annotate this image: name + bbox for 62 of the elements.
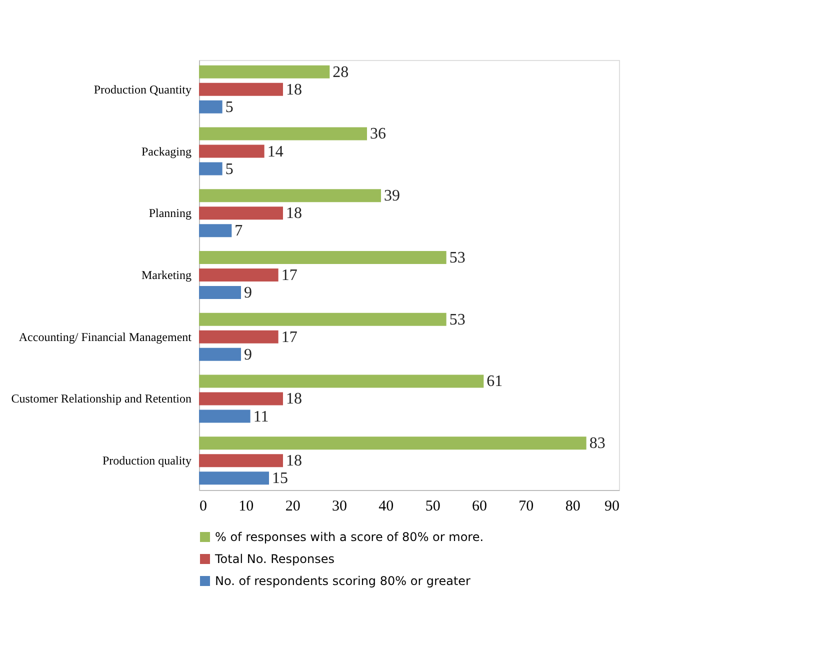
x-tick-label: 0 — [200, 498, 207, 514]
data-label: 9 — [244, 284, 252, 302]
data-label: 15 — [272, 470, 288, 488]
y-tick-label: Customer Relationship and Retention — [11, 392, 192, 406]
data-label: 36 — [370, 126, 386, 143]
bar — [199, 127, 367, 140]
data-label: 53 — [449, 311, 466, 328]
data-label: 11 — [253, 408, 269, 426]
y-tick-label: Planning — [148, 206, 192, 220]
bar — [199, 374, 484, 388]
data-label: 17 — [281, 328, 298, 346]
bar — [199, 65, 330, 78]
data-label: 18 — [286, 452, 302, 470]
data-label: 5 — [225, 98, 234, 116]
data-label: 14 — [267, 143, 284, 160]
bar — [199, 100, 222, 114]
legend-label: No. of respondents scoring 80% or greater — [215, 574, 471, 588]
data-label: 18 — [286, 390, 302, 408]
bar — [199, 144, 264, 158]
bar — [199, 392, 283, 406]
x-tick-label: 40 — [378, 498, 394, 514]
bar — [199, 410, 250, 423]
bar — [199, 82, 283, 96]
x-tick-label: 70 — [518, 498, 534, 514]
bar — [199, 162, 222, 176]
bar — [199, 189, 381, 202]
data-label: 28 — [332, 64, 349, 81]
y-tick-label: Accounting/ Financial Management — [18, 330, 192, 344]
y-tick-label: Packaging — [142, 144, 192, 158]
x-tick-label: 90 — [604, 498, 620, 514]
data-label: 18 — [286, 205, 302, 222]
legend-label: Total No. Responses — [214, 552, 334, 566]
x-tick-label: 20 — [285, 498, 300, 514]
bar — [199, 330, 278, 344]
x-tick-label: 30 — [332, 498, 347, 514]
legend-label: % of responses with a score of 80% or more. — [215, 530, 484, 544]
data-label: 39 — [384, 188, 400, 205]
bar — [199, 250, 446, 264]
y-tick-label: Production Quantity — [94, 82, 192, 96]
bar — [199, 312, 446, 326]
y-tick-label: Marketing — [142, 268, 192, 282]
bar — [199, 454, 283, 468]
data-label: 18 — [286, 81, 302, 98]
data-label: 61 — [486, 373, 503, 390]
data-label: 83 — [589, 435, 606, 452]
x-tick-label: 10 — [238, 498, 254, 514]
data-label: 17 — [281, 267, 298, 284]
y-tick-label: Production quality — [102, 454, 192, 468]
bar — [199, 348, 241, 361]
x-tick-label: 80 — [565, 498, 580, 514]
bar — [199, 268, 278, 282]
bar — [199, 224, 232, 238]
data-label: 7 — [234, 222, 243, 240]
bar — [199, 286, 241, 300]
bar — [199, 206, 283, 220]
data-label: 53 — [449, 249, 466, 266]
data-label: 5 — [225, 160, 234, 178]
x-tick-label: 50 — [425, 498, 440, 514]
x-tick-label: 60 — [472, 498, 487, 514]
bar — [199, 436, 586, 450]
bar — [199, 472, 269, 485]
data-label: 9 — [244, 346, 252, 364]
